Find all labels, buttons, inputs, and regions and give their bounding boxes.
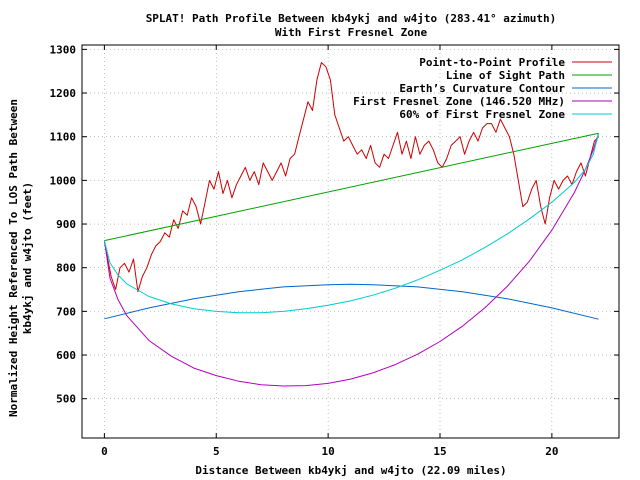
y-tick-label: 500	[56, 393, 76, 406]
y-axis-label-line1: Normalized Height Referenced To LOS Path…	[7, 99, 20, 417]
x-axis-label: Distance Between kb4ykj and w4jto (22.09…	[195, 464, 506, 477]
x-tick-label: 15	[433, 445, 446, 458]
x-tick-label: 5	[213, 445, 220, 458]
x-tick-label: 0	[101, 445, 108, 458]
y-tick-label: 1300	[50, 43, 77, 56]
legend-label: Line of Sight Path	[446, 69, 565, 82]
series-60-of-first-fresnel-zone	[103, 133, 600, 314]
legend-label: First Fresnel Zone (146.520 MHz)	[353, 95, 565, 108]
series-earth-s-curvature-contour	[104, 283, 599, 320]
series-point-to-point-profile	[103, 62, 599, 293]
y-tick-label: 600	[56, 349, 76, 362]
legend-label: 60% of First Fresnel Zone	[399, 108, 565, 121]
plot-frame	[81, 44, 620, 439]
y-tick-label: 800	[56, 262, 76, 275]
y-tick-label: 900	[56, 218, 76, 231]
chart-subtitle: With First Fresnel Zone	[275, 26, 428, 39]
axis-ticks: 0 5 10 15 20 500 600 700 800 900 1000 1100 1200 1300	[50, 43, 619, 458]
y-tick-label: 700	[56, 305, 76, 318]
y-tick-label: 1100	[50, 131, 77, 144]
series-first-fresnel-zone-146-520-mhz	[103, 133, 600, 387]
y-tick-label: 1200	[50, 87, 77, 100]
y-tick-label: 1000	[50, 174, 77, 187]
chart-title: SPLAT! Path Profile Between kb4ykj and w…	[146, 12, 557, 25]
legend-label: Point-to-Point Profile	[419, 56, 565, 69]
legend-label: Earth’s Curvature Contour	[399, 82, 565, 95]
series-group	[103, 62, 600, 387]
y-axis-label-line2: kb4ykj and w4jto (feet)	[21, 182, 34, 334]
x-tick-label: 10	[322, 445, 335, 458]
x-tick-label: 20	[545, 445, 558, 458]
series-line-of-sight-path	[104, 132, 599, 242]
